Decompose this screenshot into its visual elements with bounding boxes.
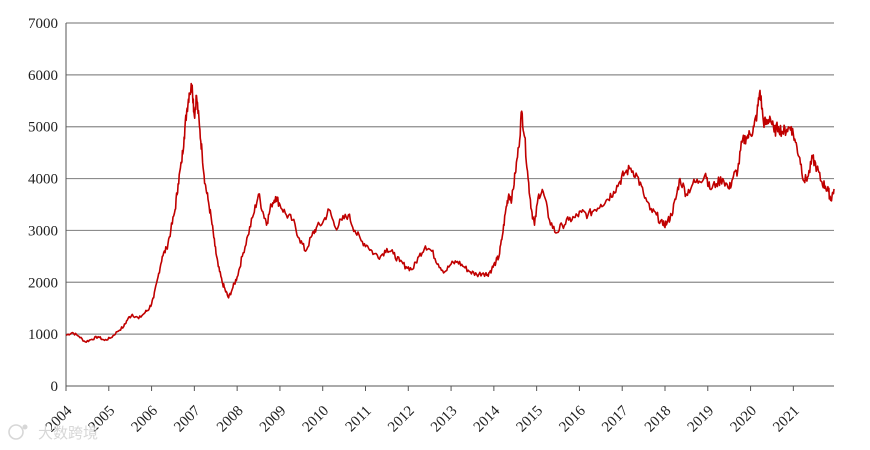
watermark: 大数跨境: [8, 424, 98, 442]
y-tick-label: 0: [51, 379, 59, 395]
y-axis-tick-labels: 0 1000 2000 3000 4000 5000 6000 7000: [28, 16, 58, 395]
y-tick-label: 3000: [28, 223, 58, 239]
y-tick-label: 4000: [28, 172, 58, 188]
x-tick-label: 2016: [556, 403, 589, 436]
x-tick-label: 2011: [343, 403, 375, 435]
grid-lines: [66, 22, 834, 335]
x-tick-label: 2010: [300, 403, 333, 436]
x-tick-label: 2015: [514, 403, 547, 436]
y-tick-label: 5000: [28, 120, 58, 136]
x-tick-label: 2018: [642, 403, 675, 436]
logo-icon: [8, 424, 28, 440]
series-line: [65, 82, 835, 343]
y-tick-label: 7000: [28, 16, 58, 32]
x-tick-label: 2013: [428, 403, 461, 436]
axes: [65, 23, 834, 387]
x-tick-label: 2009: [257, 403, 290, 436]
x-tick-label: 2017: [599, 403, 632, 436]
y-tick-label: 6000: [28, 68, 58, 84]
x-tick-label: 2006: [128, 403, 161, 436]
x-axis-tick-labels: 2004 2005 2006 2007 2008 2009 2010 2011 2012 2013…: [43, 386, 803, 435]
x-tick-label: 2019: [685, 403, 718, 436]
x-tick-label: 2020: [727, 403, 760, 436]
series-layer: [65, 82, 835, 343]
x-tick-label: 2007: [171, 403, 204, 436]
x-tick-label: 2012: [385, 403, 418, 436]
x-tick-label: 2021: [770, 403, 803, 436]
y-tick-label: 2000: [28, 275, 58, 291]
x-tick-label: 2008: [214, 403, 247, 436]
watermark-text: 大数跨境: [38, 424, 98, 442]
y-tick-label: 1000: [28, 327, 58, 343]
x-tick-label: 2014: [471, 403, 504, 436]
